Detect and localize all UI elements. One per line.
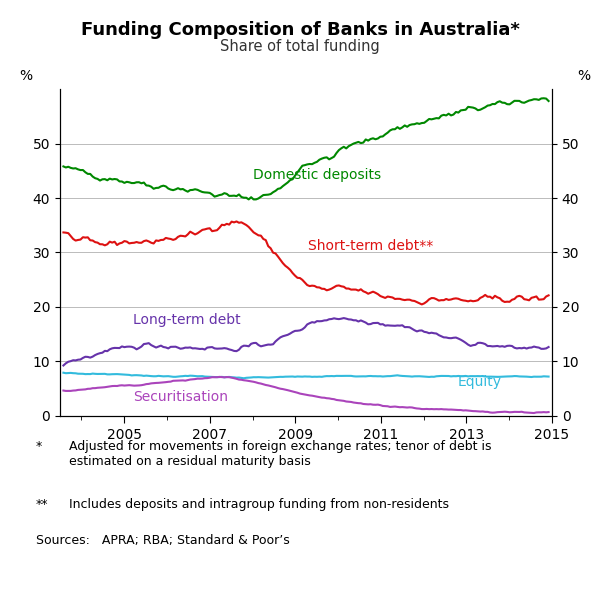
Text: Sources:   APRA; RBA; Standard & Poor’s: Sources: APRA; RBA; Standard & Poor’s: [36, 535, 290, 547]
Text: Short-term debt**: Short-term debt**: [308, 239, 433, 252]
Text: Includes deposits and intragroup funding from non-residents: Includes deposits and intragroup funding…: [69, 498, 449, 511]
Text: Securitisation: Securitisation: [133, 390, 228, 403]
Text: Adjusted for movements in foreign exchange rates; tenor of debt is
estimated on : Adjusted for movements in foreign exchan…: [69, 440, 491, 467]
Text: Funding Composition of Banks in Australia*: Funding Composition of Banks in Australi…: [80, 21, 520, 39]
Text: Domestic deposits: Domestic deposits: [253, 168, 381, 182]
Text: *: *: [36, 440, 42, 453]
Text: Long-term debt: Long-term debt: [133, 313, 241, 327]
Text: %: %: [19, 68, 32, 83]
Text: Share of total funding: Share of total funding: [220, 39, 380, 53]
Text: %: %: [577, 68, 590, 83]
Text: **: **: [36, 498, 49, 511]
Text: Equity: Equity: [458, 375, 502, 389]
